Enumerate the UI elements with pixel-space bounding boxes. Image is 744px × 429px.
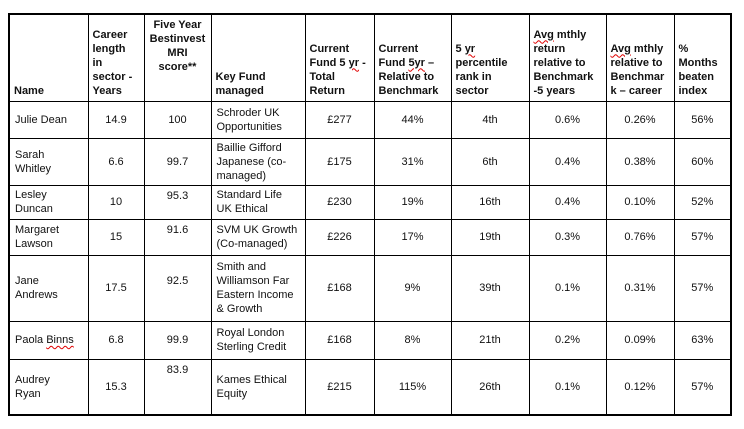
- cell-total-return: £226: [304, 218, 375, 256]
- cell-key-fund: Standard Life UK Ethical: [210, 184, 306, 220]
- cell-relative-benchmark: 19%: [373, 184, 452, 220]
- cell-name: Julie Dean: [8, 100, 89, 139]
- table-row: Julie Dean 14.9 100 Schroder UK Opportun…: [8, 100, 732, 139]
- cell-avg-mthly-career: 0.38%: [605, 137, 675, 186]
- cell-relative-benchmark: 9%: [373, 254, 452, 322]
- fund-managers-table: Name Career length in sector - Years Fiv…: [8, 13, 732, 416]
- column-header-key-fund: Key Fund managed: [210, 13, 306, 102]
- column-header-name: Name: [8, 13, 89, 102]
- cell-months-beaten: 63%: [673, 320, 732, 360]
- cell-mri-score: 92.5: [143, 254, 212, 322]
- cell-name: Lesley Duncan: [8, 184, 89, 220]
- cell-key-fund: Schroder UK Opportunities: [210, 100, 306, 139]
- cell-mri-score: 99.9: [143, 320, 212, 360]
- cell-career-length: 6.6: [87, 137, 145, 186]
- cell-total-return: £175: [304, 137, 375, 186]
- cell-career-length: 15: [87, 218, 145, 256]
- cell-career-length: 17.5: [87, 254, 145, 322]
- cell-key-fund: Baillie Gifford Japanese (co- managed): [210, 137, 306, 186]
- cell-percentile-rank: 16th: [450, 184, 530, 220]
- cell-avg-mthly-career: 0.10%: [605, 184, 675, 220]
- cell-months-beaten: 52%: [673, 184, 732, 220]
- cell-relative-benchmark: 8%: [373, 320, 452, 360]
- cell-mri-score: 99.7: [143, 137, 212, 186]
- cell-avg-mthly-career: 0.31%: [605, 254, 675, 322]
- column-header-career-length: Career length in sector - Years: [87, 13, 145, 102]
- table-row: Margaret Lawson 15 91.6 SVM UK Growth (C…: [8, 218, 732, 256]
- table-row: Paola Binns 6.8 99.9 Royal London Sterli…: [8, 320, 732, 360]
- misspelled-word: Avg: [610, 42, 631, 55]
- table-header: Name Career length in sector - Years Fiv…: [8, 13, 732, 102]
- cell-months-beaten: 60%: [673, 137, 732, 186]
- cell-key-fund: SVM UK Growth (Co-managed): [210, 218, 306, 256]
- column-header-percentile-rank: 5 yr percentile rank in sector: [450, 13, 530, 102]
- cell-total-return: £215: [304, 358, 375, 416]
- cell-percentile-rank: 19th: [450, 218, 530, 256]
- cell-percentile-rank: 39th: [450, 254, 530, 322]
- misspelled-word: yr: [464, 42, 476, 55]
- misspelled-word: Binns: [46, 334, 74, 346]
- cell-avg-mthly-5y: 0.3%: [528, 218, 607, 256]
- column-header-months-beaten: % Months beaten index: [673, 13, 732, 102]
- cell-career-length: 15.3: [87, 358, 145, 416]
- cell-avg-mthly-5y: 0.4%: [528, 137, 607, 186]
- cell-percentile-rank: 21th: [450, 320, 530, 360]
- cell-name: Audrey Ryan: [8, 358, 89, 416]
- cell-avg-mthly-5y: 0.1%: [528, 358, 607, 416]
- cell-career-length: 14.9: [87, 100, 145, 139]
- column-header-mri-score: Five Year Bestinvest MRI score**: [143, 13, 212, 102]
- cell-name: Jane Andrews: [8, 254, 89, 322]
- cell-months-beaten: 56%: [673, 100, 732, 139]
- cell-avg-mthly-career: 0.09%: [605, 320, 675, 360]
- cell-percentile-rank: 6th: [450, 137, 530, 186]
- misspelled-word: Avg: [533, 28, 554, 41]
- cell-relative-benchmark: 17%: [373, 218, 452, 256]
- cell-mri-score: 95.3: [143, 184, 212, 220]
- cell-avg-mthly-career: 0.26%: [605, 100, 675, 139]
- cell-total-return: £168: [304, 320, 375, 360]
- column-header-avg-mthly-career: Avg mthly relative to Benchmar k – caree…: [605, 13, 675, 102]
- cell-relative-benchmark: 44%: [373, 100, 452, 139]
- table-row: Sarah Whitley 6.6 99.7 Baillie Gifford J…: [8, 137, 732, 186]
- cell-avg-mthly-career: 0.12%: [605, 358, 675, 416]
- cell-name: Margaret Lawson: [8, 218, 89, 256]
- table-body: Julie Dean 14.9 100 Schroder UK Opportun…: [8, 100, 732, 416]
- table-row: Audrey Ryan 15.3 83.9 Kames Ethical Equi…: [8, 358, 732, 416]
- cell-avg-mthly-5y: 0.6%: [528, 100, 607, 139]
- cell-key-fund: Kames Ethical Equity: [210, 358, 306, 416]
- cell-total-return: £230: [304, 184, 375, 220]
- column-header-avg-mthly-5y: Avg mthly return relative to Benchmark -…: [528, 13, 607, 102]
- cell-percentile-rank: 26th: [450, 358, 530, 416]
- column-header-total-return: Current Fund 5 yr - Total Return: [304, 13, 375, 102]
- cell-avg-mthly-5y: 0.1%: [528, 254, 607, 322]
- cell-avg-mthly-career: 0.76%: [605, 218, 675, 256]
- cell-key-fund: Royal London Sterling Credit: [210, 320, 306, 360]
- cell-months-beaten: 57%: [673, 254, 732, 322]
- cell-name: Paola Binns: [8, 320, 89, 360]
- cell-total-return: £277: [304, 100, 375, 139]
- table-row: Jane Andrews 17.5 92.5 Smith and William…: [8, 254, 732, 322]
- cell-months-beaten: 57%: [673, 358, 732, 416]
- cell-name: Sarah Whitley: [8, 137, 89, 186]
- header-row: Name Career length in sector - Years Fiv…: [8, 13, 732, 102]
- cell-career-length: 6.8: [87, 320, 145, 360]
- cell-relative-benchmark: 115%: [373, 358, 452, 416]
- column-header-relative-benchmark: Current Fund 5yr – Relative to Benchmark: [373, 13, 452, 102]
- cell-key-fund: Smith and Williamson Far Eastern Income …: [210, 254, 306, 322]
- cell-mri-score: 100: [143, 100, 212, 139]
- cell-total-return: £168: [304, 254, 375, 322]
- cell-relative-benchmark: 31%: [373, 137, 452, 186]
- cell-career-length: 10: [87, 184, 145, 220]
- cell-avg-mthly-5y: 0.4%: [528, 184, 607, 220]
- cell-percentile-rank: 4th: [450, 100, 530, 139]
- misspelled-word: 5yr: [408, 56, 425, 69]
- misspelled-word: yr: [348, 56, 360, 69]
- cell-mri-score: 83.9: [143, 358, 212, 416]
- cell-months-beaten: 57%: [673, 218, 732, 256]
- table-row: Lesley Duncan 10 95.3 Standard Life UK E…: [8, 184, 732, 220]
- cell-avg-mthly-5y: 0.2%: [528, 320, 607, 360]
- cell-mri-score: 91.6: [143, 218, 212, 256]
